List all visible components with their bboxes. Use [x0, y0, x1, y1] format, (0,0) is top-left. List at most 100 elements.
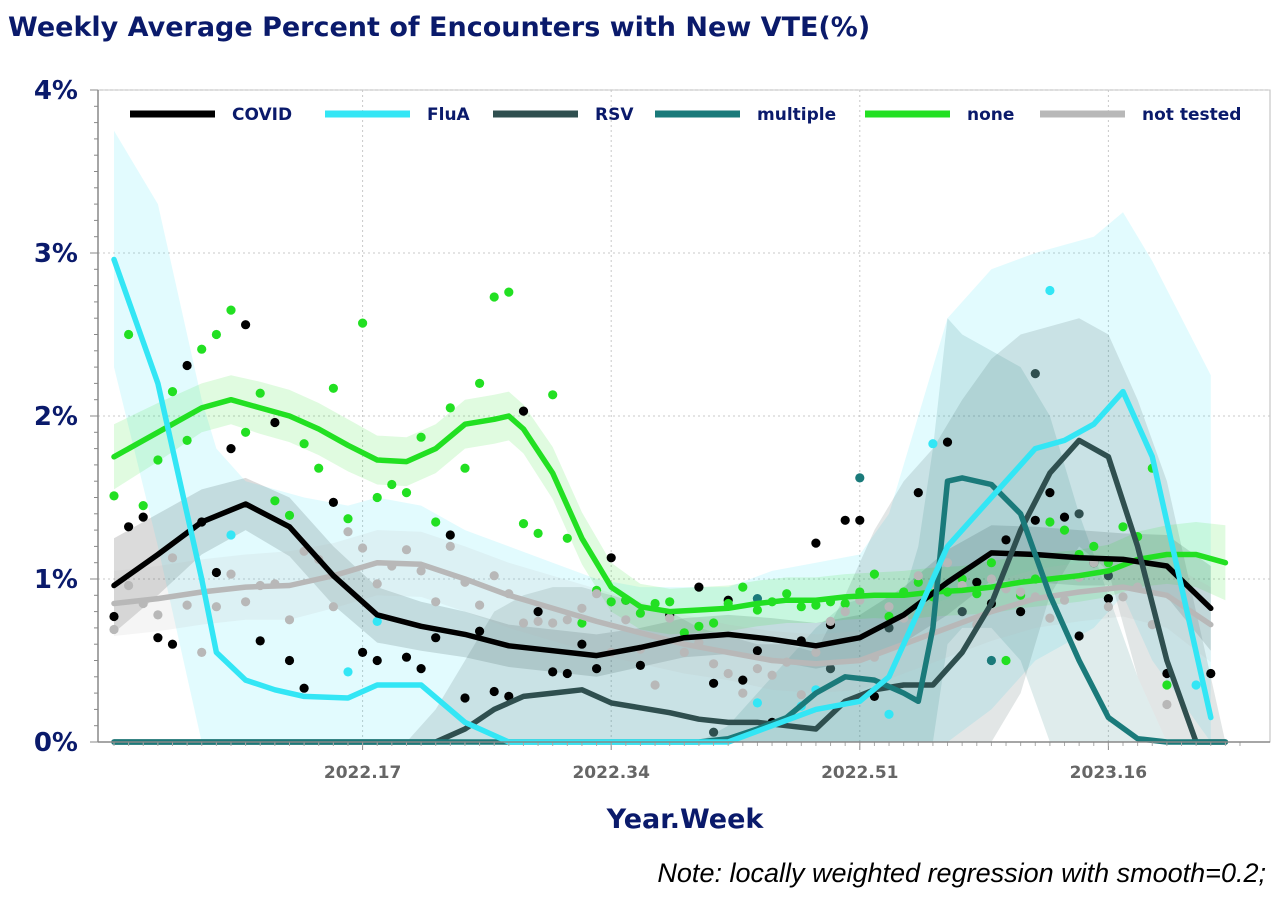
point-not-tested [211, 602, 221, 612]
point-not-tested [475, 600, 485, 610]
point-RSV [825, 664, 836, 674]
point-not-tested [752, 664, 763, 674]
legend-label: FluA [427, 105, 471, 125]
point-COVID [592, 664, 602, 674]
x-tick-label: 2023.16 [1070, 763, 1147, 783]
point-none [1162, 680, 1172, 690]
point-none [518, 519, 529, 529]
point-none [226, 305, 236, 315]
point-not-tested [592, 589, 602, 599]
point-none [299, 439, 309, 449]
point-COVID [284, 655, 295, 666]
point-COVID [811, 538, 821, 548]
point-not-tested [1162, 699, 1172, 710]
point-not-tested [197, 647, 207, 658]
point-COVID [299, 683, 309, 693]
band-RSV [114, 318, 1226, 742]
point-not-tested [401, 545, 412, 555]
point-none [197, 344, 207, 354]
legend-item-multiple: multiple [655, 105, 836, 125]
point-not-tested [577, 603, 587, 613]
legend-label: not tested [1142, 105, 1241, 125]
point-multiple [986, 655, 997, 666]
point-none [124, 329, 134, 340]
point-none [635, 608, 646, 618]
point-none [665, 597, 675, 607]
point-FluA [343, 667, 353, 677]
point-COVID [328, 497, 338, 507]
point-not-tested [942, 558, 953, 568]
point-none [796, 602, 806, 612]
point-COVID [138, 512, 148, 522]
point-not-tested [182, 600, 192, 610]
point-COVID [153, 633, 163, 643]
point-none [752, 605, 763, 615]
point-not-tested [518, 618, 529, 628]
point-not-tested [679, 647, 689, 658]
point-COVID [518, 406, 529, 416]
point-none [1045, 517, 1055, 527]
point-none [255, 388, 265, 398]
legend-item-none: none [865, 105, 1014, 125]
point-none [562, 533, 572, 543]
point-none [1001, 655, 1011, 666]
y-tick-label: 4% [34, 76, 78, 106]
point-not-tested [709, 659, 719, 669]
point-not-tested [738, 688, 748, 698]
line-COVID [111, 501, 1214, 659]
point-RSV [1074, 509, 1084, 519]
point-not-tested [445, 541, 455, 552]
point-none [358, 318, 368, 328]
y-tick-label: 2% [34, 402, 78, 432]
point-none [328, 383, 338, 393]
point-RSV [957, 607, 967, 617]
point-COVID [1074, 631, 1084, 641]
line-none [111, 396, 1229, 615]
legend-item-FluA: FluA [325, 105, 471, 125]
point-none [387, 479, 397, 490]
point-none [211, 329, 221, 340]
point-none [489, 292, 499, 302]
point-COVID [606, 553, 616, 563]
point-COVID [635, 660, 646, 671]
point-COVID [167, 639, 178, 649]
point-not-tested [1059, 595, 1070, 605]
point-none [577, 618, 587, 628]
point-none [109, 491, 119, 501]
point-COVID [431, 633, 441, 643]
point-not-tested [1103, 602, 1113, 612]
point-FluA [1191, 680, 1201, 690]
point-COVID [1103, 594, 1113, 604]
point-COVID [577, 639, 587, 649]
x-tick-label: 2022.51 [821, 763, 898, 783]
point-not-tested [650, 680, 660, 690]
point-COVID [211, 567, 221, 578]
band-multiple [114, 318, 1226, 742]
legend: COVID FluA RSV multiple none not tested [130, 105, 1241, 125]
point-not-tested [767, 670, 777, 680]
point-COVID [1059, 512, 1070, 522]
point-none [533, 528, 543, 539]
point-COVID [489, 686, 499, 697]
point-not-tested [358, 543, 368, 553]
point-none [431, 517, 441, 527]
point-COVID [1206, 668, 1216, 679]
point-not-tested [372, 579, 382, 589]
point-COVID [226, 444, 236, 454]
point-FluA [928, 439, 938, 449]
legend-label: none [967, 105, 1014, 125]
point-FluA [1045, 285, 1055, 296]
point-COVID [738, 675, 748, 685]
y-tick-label: 3% [34, 239, 78, 269]
point-COVID [372, 655, 382, 666]
x-axis-label: Year.Week [606, 804, 764, 835]
point-not-tested [811, 647, 821, 658]
point-COVID [109, 611, 119, 622]
point-COVID [182, 360, 192, 371]
point-not-tested [489, 571, 499, 581]
point-not-tested [241, 597, 251, 607]
point-none [416, 432, 426, 442]
point-none [475, 378, 485, 388]
point-not-tested [1016, 587, 1026, 597]
